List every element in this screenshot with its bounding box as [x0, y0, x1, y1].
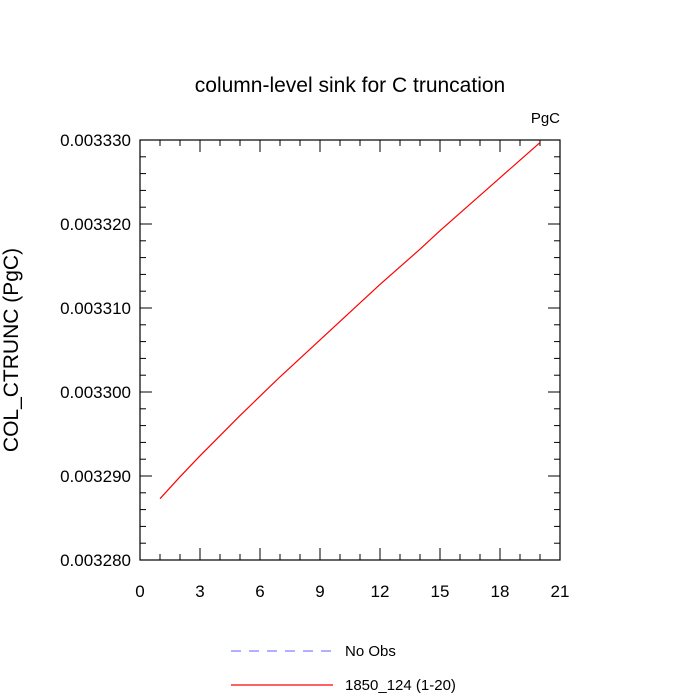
x-tick-label: 12 — [371, 582, 390, 601]
y-axis-label: COL_CTRUNC (PgC) — [0, 248, 23, 452]
axis-tick-labels: 0 3 6 9 12 15 18 21 0.003280 0.003290 0.003300 0.00… — [60, 131, 569, 601]
y-tick-label: 0.003280 — [60, 551, 131, 570]
x-tick-label: 9 — [315, 582, 324, 601]
units-label: PgC — [531, 110, 560, 127]
x-tick-label: 3 — [195, 582, 204, 601]
y-tick-label: 0.003330 — [60, 131, 131, 150]
legend: No Obs 1850_124 (1-20) — [231, 643, 456, 694]
data-series — [159, 142, 541, 500]
x-tick-label: 6 — [255, 582, 264, 601]
x-tick-label: 0 — [135, 582, 144, 601]
y-tick-label: 0.003310 — [60, 299, 131, 318]
x-tick-label: 18 — [491, 582, 510, 601]
legend-label-0: No Obs — [345, 643, 396, 660]
x-tick-label: 15 — [431, 582, 450, 601]
axis-ticks — [139, 139, 561, 561]
x-tick-label: 21 — [551, 582, 570, 601]
chart-title: column-level sink for C truncation — [195, 74, 505, 97]
y-tick-label: 0.003300 — [60, 383, 131, 402]
legend-label-1: 1850_124 (1-20) — [345, 677, 456, 694]
series-line-1 — [159, 142, 541, 500]
plot-frame — [139, 139, 561, 561]
y-tick-label: 0.003290 — [60, 467, 131, 486]
y-tick-label: 0.003320 — [60, 215, 131, 234]
